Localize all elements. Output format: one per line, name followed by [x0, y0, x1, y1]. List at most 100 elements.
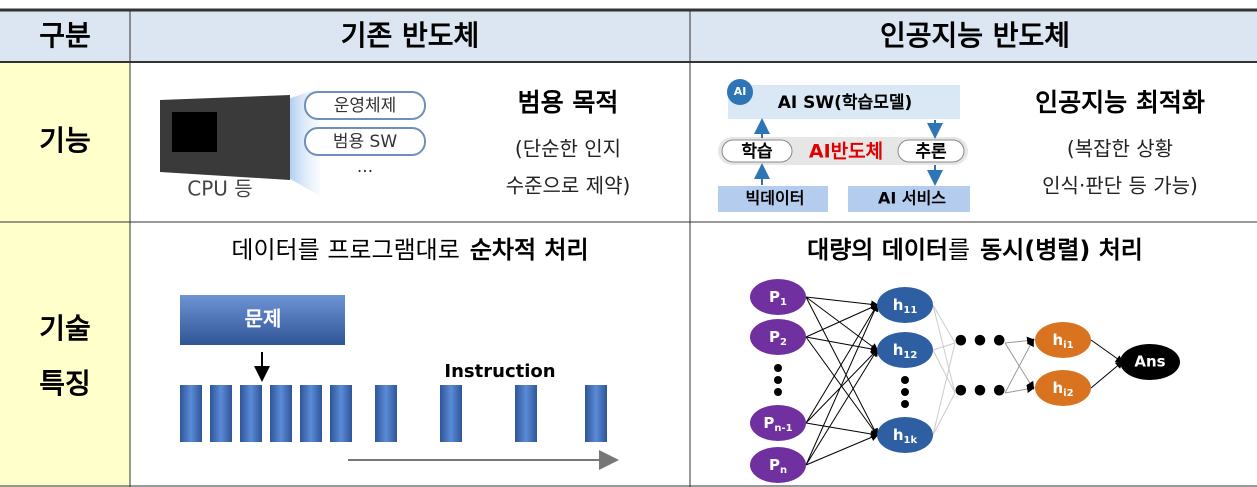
node-label: P2: [769, 328, 787, 349]
pill: [897, 139, 965, 163]
heading-part: 데이터를 프로그램대로: [231, 236, 459, 264]
data-box: [718, 186, 828, 212]
cell-desc: (복잡한 상황: [1067, 137, 1173, 161]
node-label-sub: 1k: [904, 435, 918, 446]
output-label: Ans: [1134, 353, 1165, 371]
node-label: Pn-1: [763, 414, 792, 435]
dot: [901, 376, 909, 384]
instruction-bar: [300, 385, 322, 442]
data-box-text: 빅데이터: [746, 189, 805, 208]
edge: [805, 336, 879, 353]
instruction-bar: [375, 385, 397, 442]
node-label-base: h: [893, 426, 904, 444]
row-label: 기능: [39, 124, 91, 157]
instruction-bar: [515, 385, 537, 442]
node-label-sub: 2: [780, 337, 787, 348]
node: [750, 447, 806, 483]
edge: [932, 304, 956, 394]
node-label-base: P: [769, 456, 780, 474]
edge: [932, 342, 956, 351]
pill: [304, 127, 426, 156]
row-label: 특징: [39, 367, 91, 400]
instruction-bar: [240, 385, 262, 442]
cell-desc: 수준으로 제약): [506, 174, 631, 198]
pill: [304, 91, 426, 120]
instruction-bar: [210, 385, 232, 442]
node-label-sub: n-1: [774, 423, 792, 434]
node: [750, 279, 806, 315]
ai-chip-text: AI반도체: [809, 141, 883, 163]
dots: •••: [951, 375, 1009, 410]
cell-desc: (단순한 인지: [515, 137, 621, 161]
edge: [932, 342, 956, 436]
ai-icon: [727, 79, 753, 105]
row-label: 기술: [39, 312, 91, 345]
node-label-base: h: [893, 296, 904, 314]
output-node: [1120, 344, 1180, 380]
node: [877, 332, 933, 368]
node-label: P1: [769, 288, 787, 309]
dot: [774, 364, 782, 372]
header-bg: [0, 10, 1257, 62]
node-label-base: h: [893, 341, 904, 359]
node-label: hi2: [1052, 379, 1073, 400]
pill-text: 추론: [915, 142, 947, 162]
header-cell: 기존 반도체: [341, 19, 480, 52]
node-label-sub: n: [780, 465, 787, 476]
ellipsis: ···: [357, 162, 373, 182]
edge: [805, 348, 879, 424]
edge: [1090, 360, 1124, 389]
dot: [901, 400, 909, 408]
node-label: h11: [893, 296, 918, 317]
edge: [805, 303, 879, 424]
edge: [1004, 338, 1034, 394]
heading-part: 순차적 처리: [470, 236, 589, 264]
node-label-sub: i1: [1063, 340, 1073, 351]
ai-icon-text: AI: [734, 85, 747, 98]
edge: [805, 303, 879, 466]
node: [1035, 322, 1091, 358]
instruction-bar: [440, 385, 462, 442]
instruction-bar: [180, 385, 202, 442]
node: [1035, 370, 1091, 406]
header-cell: 인공지능 반도체: [880, 19, 1070, 52]
node: [750, 405, 806, 441]
pill-text: 범용 SW: [333, 132, 397, 152]
edge: [805, 296, 879, 309]
label-column-bg: [0, 62, 130, 487]
instruction-bars: [180, 385, 607, 442]
instruction-bar: [330, 385, 352, 442]
instruction-bar: [270, 385, 292, 442]
cell-title: 인공지능 최적화: [1035, 88, 1205, 117]
edge: [932, 304, 956, 344]
node-label: hi1: [1052, 331, 1073, 352]
edge: [1090, 339, 1124, 364]
cell-heading: 데이터를 프로그램대로 순차적 처리: [231, 236, 588, 264]
service-box: [848, 186, 970, 212]
heading-part: 대량의 데이터: [807, 236, 948, 264]
node-label-base: P: [763, 414, 774, 432]
problem-text: 문제: [245, 307, 282, 331]
cell-title: 범용 목적: [518, 88, 619, 117]
node-label-base: P: [769, 288, 780, 306]
edge: [1004, 336, 1035, 345]
pill: [721, 139, 793, 163]
node-label-sub: 12: [903, 350, 917, 361]
node-label: h12: [893, 341, 918, 362]
edge: [805, 296, 878, 437]
heading-part: 동시(병렬) 처리: [980, 236, 1143, 264]
node-label-sub: 11: [903, 305, 917, 316]
node-label: h1k: [893, 426, 918, 447]
instruction-bar: [585, 385, 607, 442]
node: [877, 417, 933, 453]
cell-heading: 대량의 데이터를 동시(병렬) 처리: [807, 236, 1143, 264]
node-label: Pn: [769, 456, 787, 477]
cpu-label: CPU 등: [187, 177, 252, 201]
node: [877, 287, 933, 323]
instruction-label: Instruction: [444, 361, 555, 382]
cell-desc: 인식·판단 등 가능): [1042, 174, 1198, 198]
node-label-base: h: [1052, 379, 1063, 397]
heading-part: 를: [948, 236, 970, 264]
dot: [901, 388, 909, 396]
